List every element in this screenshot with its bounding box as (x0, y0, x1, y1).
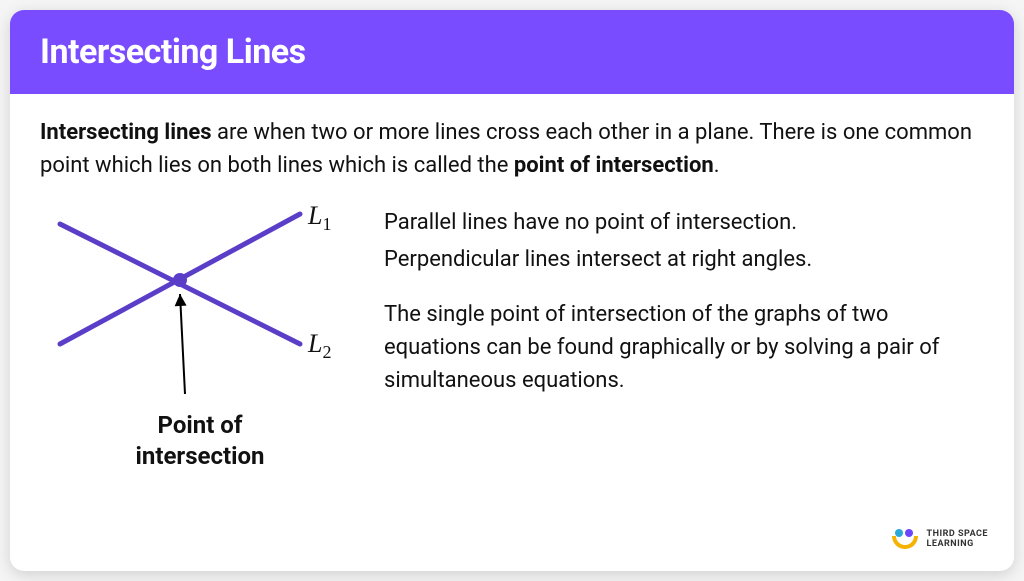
intro-text: Intersecting lines are when two or more … (40, 116, 984, 182)
brand-logo: THIRD SPACE LEARNING (891, 529, 988, 551)
logo-line-1: THIRD SPACE (927, 529, 988, 539)
caption-line-2: intersection (136, 442, 265, 470)
intersection-diagram: L1 L2 (40, 194, 360, 414)
intro-part-2: . (714, 153, 720, 178)
diagram-column: L1 L2 Point of intersection (40, 194, 360, 472)
intro-bold-2: point of intersection (514, 153, 714, 178)
body-p2: Perpendicular lines intersect at right a… (384, 243, 984, 276)
diagram-caption: Point of intersection (136, 410, 265, 472)
svg-text:L1: L1 (307, 201, 331, 234)
card-title: Intersecting Lines (40, 32, 984, 72)
text-column: Parallel lines have no point of intersec… (384, 194, 984, 472)
content-card: Intersecting Lines Intersecting lines ar… (10, 10, 1014, 571)
caption-line-1: Point of (158, 411, 243, 439)
body-p1: Parallel lines have no point of intersec… (384, 206, 984, 239)
svg-text:L2: L2 (307, 329, 331, 362)
logo-line-2: LEARNING (927, 539, 974, 549)
intro-bold-1: Intersecting lines (40, 120, 212, 145)
brand-logo-text: THIRD SPACE LEARNING (927, 530, 988, 550)
brand-logo-icon (891, 529, 919, 551)
card-header: Intersecting Lines (10, 10, 1014, 94)
body-row: L1 L2 Point of intersection Parallel line… (40, 194, 984, 472)
card-content: Intersecting lines are when two or more … (10, 94, 1014, 571)
body-p3: The single point of intersection of the … (384, 298, 984, 397)
